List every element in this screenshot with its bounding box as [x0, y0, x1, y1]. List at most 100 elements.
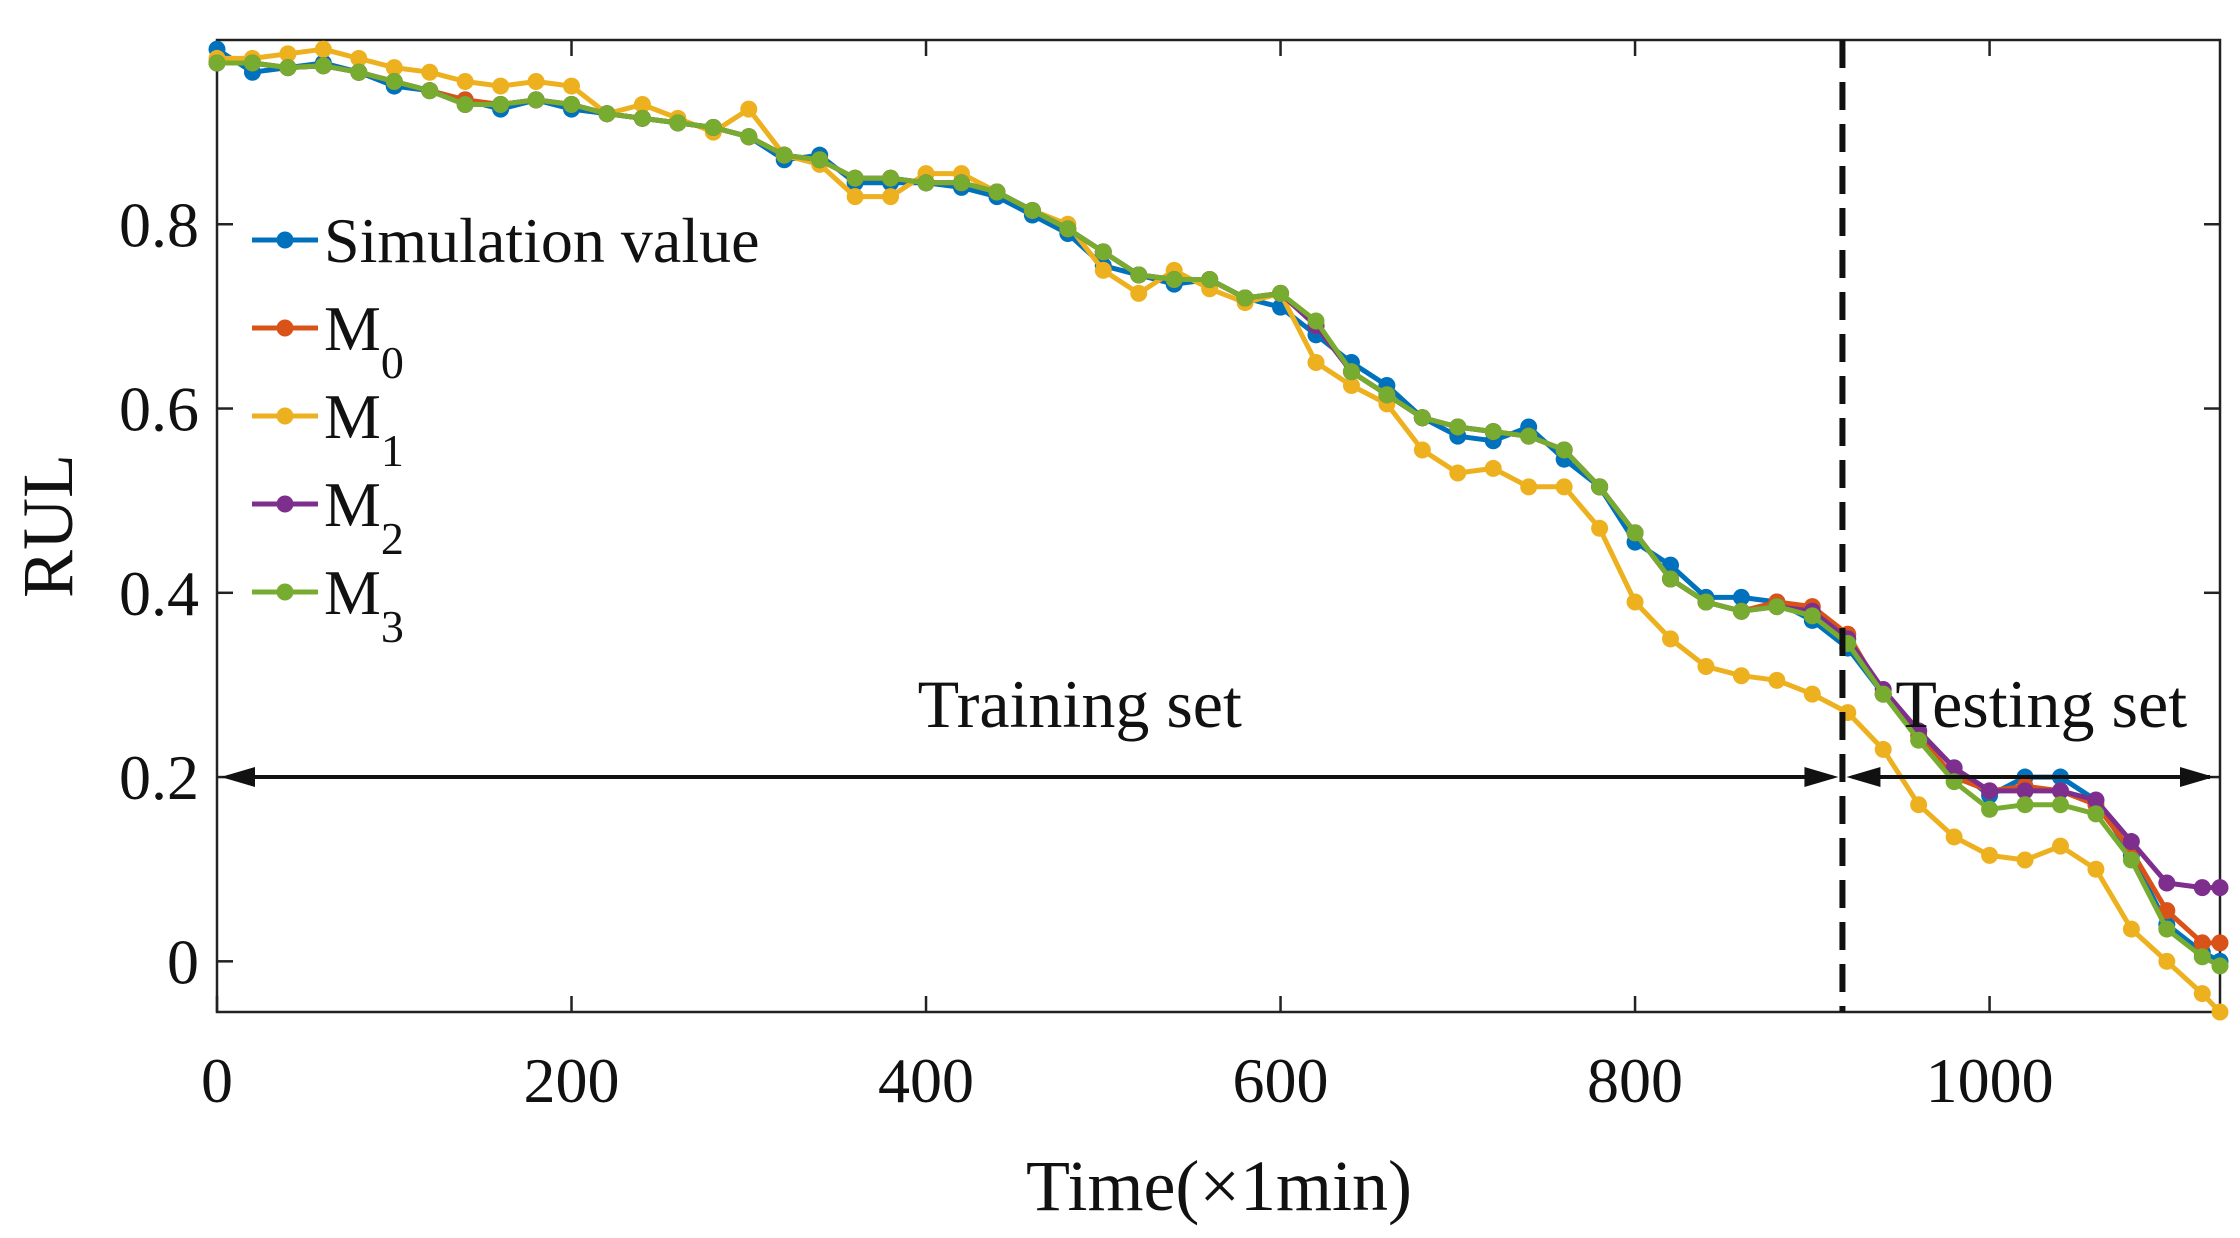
- legend-swatch-marker: [276, 407, 294, 425]
- x-tick-label: 1000: [1926, 1045, 2054, 1116]
- data-point: [2087, 860, 2105, 878]
- data-point: [2087, 805, 2105, 823]
- legend-label-main: Simulation value: [324, 205, 760, 276]
- legend-label: M3: [324, 557, 404, 652]
- data-point: [492, 95, 510, 113]
- data-point: [243, 54, 261, 72]
- data-point: [1981, 800, 1999, 818]
- data-point: [279, 59, 297, 77]
- series-m2: [208, 54, 2229, 897]
- data-point: [1342, 363, 1360, 381]
- data-point: [2193, 879, 2211, 897]
- legend-swatch-marker: [276, 231, 294, 249]
- data-point: [385, 72, 403, 90]
- data-point: [1662, 630, 1680, 648]
- data-point: [1981, 782, 1999, 800]
- data-point: [598, 105, 616, 123]
- data-point: [917, 174, 935, 192]
- training-arrow-head-right: [1804, 767, 1839, 788]
- x-tick-label: 0: [201, 1045, 233, 1116]
- data-point: [1555, 441, 1573, 459]
- data-point: [2193, 985, 2211, 1003]
- data-point: [1981, 846, 1999, 864]
- x-tick-label: 400: [878, 1045, 974, 1116]
- data-point: [952, 174, 970, 192]
- data-point: [1768, 598, 1786, 616]
- legend-swatch-marker: [276, 319, 294, 337]
- data-point: [456, 95, 474, 113]
- data-point: [1803, 685, 1821, 703]
- data-point: [1236, 289, 1254, 307]
- data-point: [1626, 593, 1644, 611]
- data-point: [2211, 934, 2229, 952]
- data-point: [2016, 796, 2034, 814]
- legend-label: M1: [324, 381, 404, 476]
- legend-entry: Simulation value: [252, 205, 760, 276]
- data-point: [1520, 478, 1538, 496]
- data-point: [1803, 607, 1821, 625]
- data-point: [1201, 271, 1219, 289]
- data-point: [2016, 851, 2034, 869]
- data-point: [350, 49, 368, 67]
- x-tick-label: 800: [1587, 1045, 1683, 1116]
- data-point: [350, 63, 368, 81]
- legend-label-subscript: 1: [381, 425, 404, 476]
- legend-entry: M3: [252, 557, 404, 652]
- data-point: [1484, 423, 1502, 441]
- data-point: [1378, 386, 1396, 404]
- data-point: [811, 151, 829, 169]
- data-point: [740, 100, 758, 118]
- legend-entry: M0: [252, 293, 404, 388]
- data-point: [846, 188, 864, 206]
- x-axis-title: Time(×1min): [1026, 1146, 1412, 1226]
- data-point: [704, 119, 722, 137]
- legend-label-subscript: 2: [381, 513, 404, 564]
- series-line: [217, 60, 2220, 891]
- legend-label-main: M: [324, 469, 381, 540]
- annotation-layer: Training set Testing set: [221, 40, 2214, 1012]
- data-point: [1945, 759, 1963, 777]
- data-point: [2122, 833, 2140, 851]
- data-point: [1165, 271, 1183, 289]
- x-tick-label: 200: [524, 1045, 620, 1116]
- testing-set-label: Testing set: [1895, 666, 2187, 742]
- legend-label: M2: [324, 469, 404, 564]
- data-point: [1059, 220, 1077, 238]
- data-point: [2211, 1003, 2229, 1021]
- testing-arrow-head-right: [2180, 767, 2214, 788]
- data-point: [1732, 667, 1750, 685]
- training-arrow-head-left: [221, 767, 255, 788]
- data-point: [1094, 261, 1112, 279]
- data-point: [633, 109, 651, 127]
- data-point: [1662, 570, 1680, 588]
- legend-label-main: M: [324, 381, 381, 452]
- data-point: [2051, 782, 2069, 800]
- data-point: [1591, 478, 1609, 496]
- legend-entry: M1: [252, 381, 404, 476]
- data-point: [1697, 593, 1715, 611]
- data-point: [385, 59, 403, 77]
- data-point: [1130, 266, 1148, 284]
- data-point: [1449, 418, 1467, 436]
- y-tick-label: 0: [167, 926, 199, 997]
- series-m0: [208, 54, 2229, 952]
- legend-swatch-marker: [276, 495, 294, 513]
- data-point: [2158, 952, 2176, 970]
- data-point: [1449, 464, 1467, 482]
- data-point: [1910, 796, 1928, 814]
- data-point: [527, 91, 545, 109]
- data-point: [208, 54, 226, 72]
- legend-entry: M2: [252, 469, 404, 564]
- data-point: [314, 40, 332, 58]
- data-point: [1520, 427, 1538, 445]
- data-point: [279, 45, 297, 63]
- data-point: [527, 72, 545, 90]
- data-point: [456, 72, 474, 90]
- data-point: [1342, 376, 1360, 394]
- y-tick-label: 0.6: [119, 374, 199, 445]
- data-point: [2122, 851, 2140, 869]
- data-point: [2211, 879, 2229, 897]
- legend-label-main: M: [324, 293, 381, 364]
